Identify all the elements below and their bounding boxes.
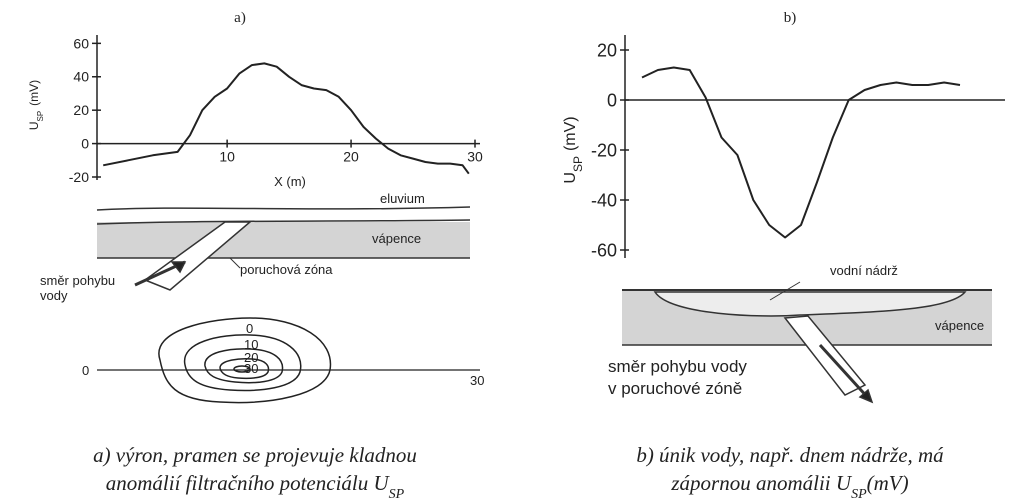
y-axis-label-part: SP (36, 111, 45, 122)
caption: b) únik vody, např. dnem nádrže, má (636, 443, 944, 467)
data-line (103, 62, 470, 175)
y-axis-label-part: (mV) (562, 116, 579, 151)
caption-sub: SP (851, 487, 867, 502)
caption-text: anomálií filtračního potenciálu U (106, 471, 391, 495)
layers-b (622, 281, 992, 404)
contour-label: 10 (244, 337, 258, 352)
diagram-label: vodní nádrž (830, 263, 898, 278)
axis-label: 0 (82, 363, 89, 378)
diagram-label: eluvium (380, 191, 425, 206)
caption-text: (mV) (867, 471, 909, 495)
layers-a (96, 206, 471, 291)
x-tick-label: 10 (219, 149, 235, 165)
y-axis-label: USP (mV) (562, 116, 585, 183)
y-axis-label: USP (mV) (27, 80, 45, 130)
diagram-label: vápence (372, 231, 421, 246)
y-tick-label: 0 (81, 135, 89, 151)
diagram-label: směr pohybu (40, 273, 115, 288)
y-tick-label: -20 (591, 140, 617, 160)
contour-label: 20 (244, 350, 258, 365)
chart-title: a) (234, 10, 246, 26)
y-tick-label: 20 (73, 102, 89, 118)
caption-sub: SP (389, 487, 405, 502)
y-axis-label-part: U (27, 122, 41, 131)
caption: zápornou anomálii USP(mV) (670, 471, 908, 502)
contours (97, 317, 480, 404)
y-tick-label: -60 (591, 240, 617, 260)
caption: a) výron, pramen se projevuje kladnou (93, 443, 417, 467)
axis-label: 30 (470, 373, 484, 388)
y-tick-label: 0 (607, 90, 617, 110)
y-tick-label: -40 (591, 190, 617, 210)
data-line (641, 66, 961, 239)
diagram-label: vápence (935, 318, 984, 333)
caption: anomálií filtračního potenciálu USP (106, 471, 405, 502)
y-tick-label: -20 (69, 169, 89, 185)
y-axis-label-part: (mV) (27, 80, 41, 106)
y-axis-label-part: SP (571, 156, 585, 172)
y-tick-label: 60 (73, 35, 89, 51)
y-tick-label: 40 (73, 69, 89, 85)
y-tick-label: 20 (597, 40, 617, 60)
x-axis-label: X (m) (274, 174, 306, 189)
diagram-label: poruchová zóna (240, 262, 333, 277)
diagram-label: v poruchové zóně (608, 379, 742, 398)
chart-title: b) (784, 10, 797, 26)
x-tick-label: 30 (467, 149, 483, 165)
diagram-label: vody (40, 288, 68, 303)
x-tick-label: 20 (343, 149, 359, 165)
y-axis-label-part: U (562, 172, 579, 184)
caption-text: zápornou anomálii U (670, 471, 853, 495)
contour-label: 30 (244, 361, 258, 376)
diagram-label: směr pohybu vody (608, 357, 747, 376)
contour-label: 0 (246, 321, 253, 336)
